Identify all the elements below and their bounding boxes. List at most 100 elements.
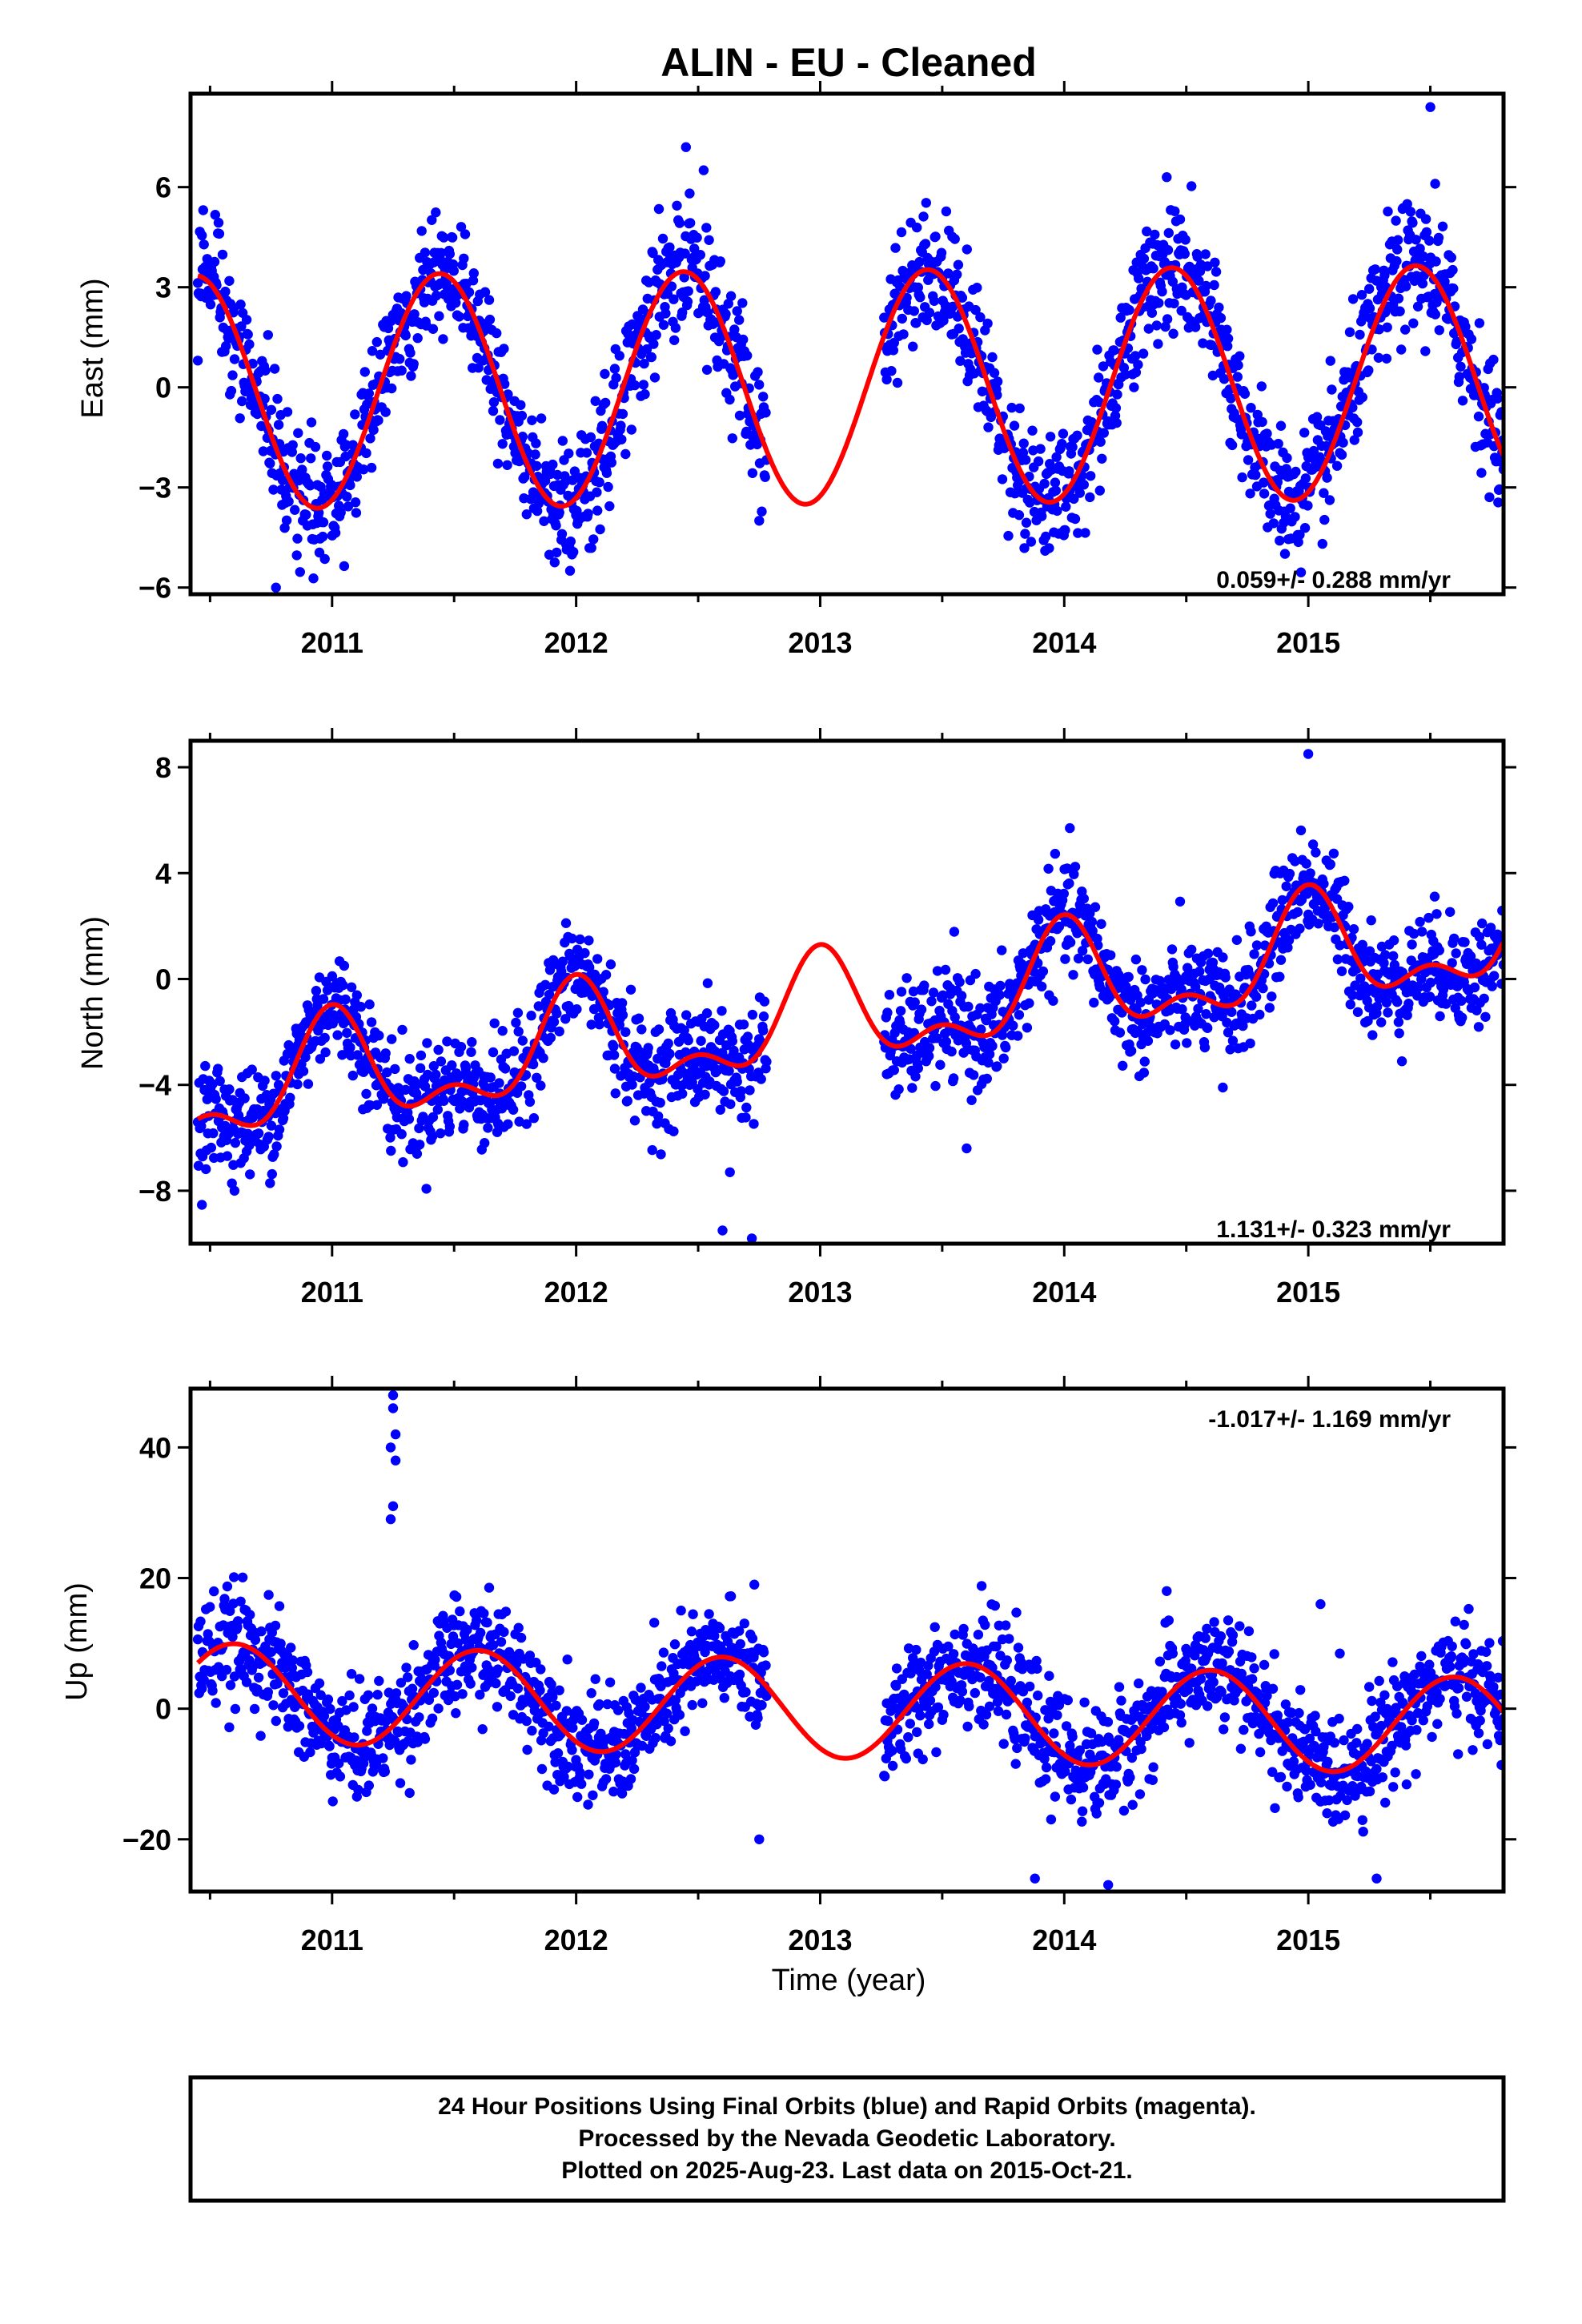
east-data-point	[1325, 356, 1336, 366]
up-data-point	[237, 1572, 248, 1583]
east-data-point	[595, 524, 605, 535]
east-data-point	[692, 232, 702, 243]
up-data-point	[513, 1622, 524, 1633]
east-data-point	[295, 453, 306, 464]
up-data-point	[912, 1727, 922, 1738]
north-data-point	[1258, 983, 1268, 994]
east-data-point	[592, 487, 602, 497]
north-x-tick-label: 2012	[544, 1276, 608, 1309]
up-data-point	[536, 1664, 546, 1675]
east-data-point	[1143, 324, 1154, 334]
north-y-tick-label: 8	[155, 751, 171, 784]
north-data-point	[1283, 935, 1295, 946]
north-data-point	[1264, 1003, 1275, 1013]
north-data-point	[761, 1056, 772, 1068]
north-data-point	[1477, 918, 1488, 929]
up-data-point	[1049, 1728, 1059, 1739]
east-data-point	[617, 408, 628, 420]
up-data-point	[255, 1731, 266, 1741]
north-data-point	[941, 1036, 952, 1047]
north-data-point	[1138, 1068, 1150, 1078]
north-data-point	[1392, 997, 1403, 1007]
east-data-point	[674, 218, 685, 228]
north-data-point	[511, 1017, 521, 1028]
north-data-point	[884, 990, 895, 1000]
north-data-point	[516, 1081, 527, 1092]
north-data-point	[622, 1096, 632, 1106]
north-data-point	[653, 1111, 664, 1122]
north-data-point	[725, 1099, 736, 1110]
east-data-point	[938, 316, 949, 326]
up-data-point	[594, 1699, 604, 1710]
up-data-point	[957, 1687, 968, 1697]
east-data-point	[497, 439, 508, 449]
east-data-point	[1349, 435, 1360, 445]
east-data-point	[1317, 538, 1328, 549]
east-data-point	[396, 365, 407, 376]
east-data-point	[648, 247, 658, 259]
up-data-point	[1126, 1752, 1138, 1763]
east-data-point	[1110, 403, 1122, 413]
north-data-point	[1135, 997, 1146, 1008]
north-data-point	[266, 1120, 277, 1131]
up-data-point	[583, 1799, 593, 1810]
east-data-point	[572, 505, 582, 517]
north-data-point	[1165, 1025, 1175, 1035]
east-data-point	[913, 282, 924, 293]
up-data-point	[933, 1702, 944, 1713]
north-data-point	[1311, 847, 1321, 858]
up-data-point	[1114, 1735, 1124, 1745]
east-data-point	[1374, 324, 1384, 335]
east-data-point	[291, 550, 302, 561]
north-data-point	[896, 987, 907, 997]
north-data-point	[243, 1128, 253, 1140]
east-data-point	[556, 529, 568, 539]
north-data-point	[1431, 909, 1442, 919]
east-data-point	[502, 460, 512, 470]
east-data-point	[936, 247, 947, 258]
north-data-point	[1313, 919, 1323, 929]
north-data-point	[253, 1128, 264, 1139]
east-data-point	[695, 250, 705, 260]
east-data-point	[409, 309, 420, 320]
up-data-point	[224, 1722, 235, 1733]
east-data-point	[1299, 523, 1311, 533]
up-data-point	[550, 1757, 560, 1767]
up-data-point	[401, 1663, 412, 1673]
north-data-point	[1201, 1009, 1211, 1019]
north-data-point	[1094, 982, 1106, 993]
up-data-point	[659, 1715, 669, 1727]
north-data-point	[893, 1084, 904, 1095]
north-data-point	[380, 1048, 391, 1059]
up-data-point	[324, 1741, 335, 1751]
east-data-point	[1167, 276, 1178, 287]
north-data-point	[610, 1088, 620, 1099]
north-data-point	[1372, 1001, 1383, 1012]
north-data-point	[1416, 927, 1427, 937]
east-data-point	[669, 294, 679, 304]
east-data-point	[1192, 251, 1203, 262]
east-data-point	[606, 457, 616, 468]
east-data-point	[620, 448, 631, 460]
east-data-point	[1311, 412, 1323, 422]
east-data-point	[725, 291, 737, 301]
north-x-tick-label: 2013	[788, 1276, 852, 1309]
east-data-point	[729, 369, 739, 380]
up-data-point	[235, 1596, 246, 1607]
east-data-point	[1324, 495, 1335, 505]
up-data-point	[691, 1676, 701, 1687]
up-data-point	[923, 1660, 934, 1671]
up-data-point	[1136, 1743, 1146, 1755]
east-data-point	[604, 501, 615, 512]
up-data-point	[283, 1722, 293, 1732]
east-data-point	[259, 393, 270, 404]
up-data-point	[337, 1695, 347, 1707]
north-data-point	[320, 1047, 331, 1058]
east-data-point	[406, 371, 416, 381]
up-data-point	[610, 1757, 620, 1768]
up-data-point	[391, 1688, 402, 1699]
north-data-point	[544, 989, 555, 1000]
up-data-point	[524, 1651, 536, 1661]
up-data-point	[263, 1590, 274, 1600]
